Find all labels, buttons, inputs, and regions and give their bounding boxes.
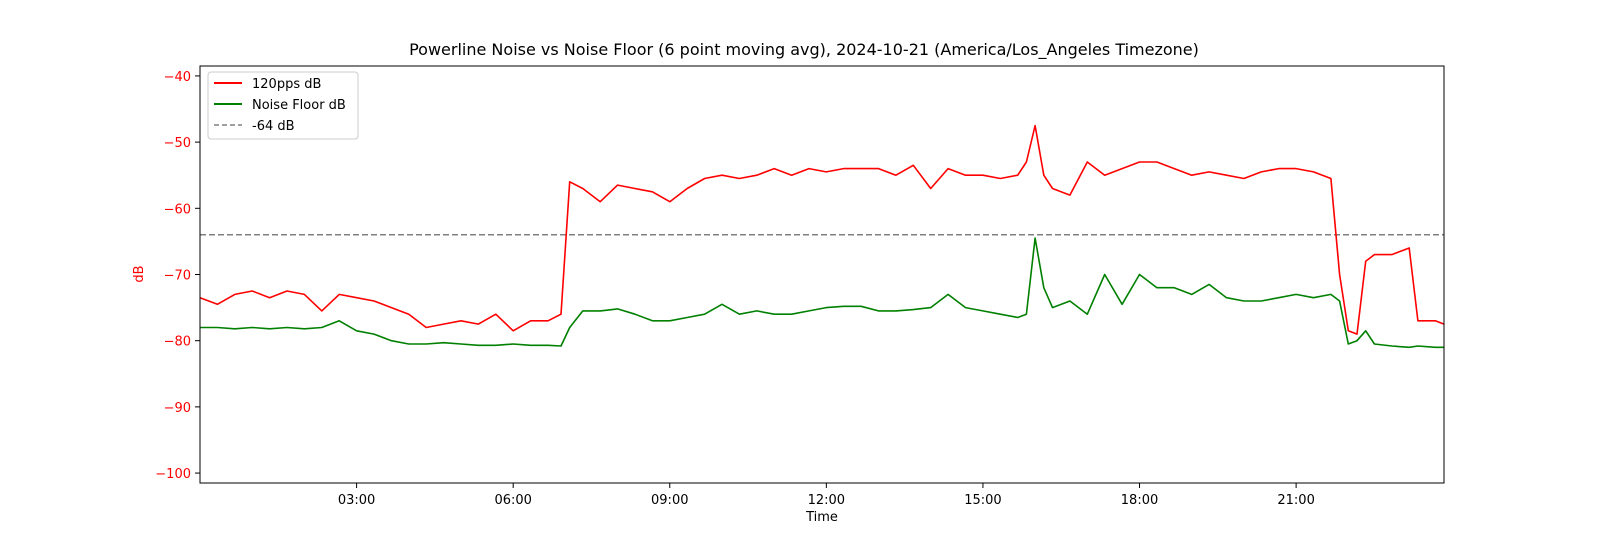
x-tick-label: 15:00 xyxy=(964,493,1001,508)
y-tick-label: −40 xyxy=(164,70,191,85)
x-tick-label: 21:00 xyxy=(1277,493,1314,508)
x-tick-label: 03:00 xyxy=(338,493,375,508)
y-tick-label: −80 xyxy=(164,335,191,350)
legend-box xyxy=(207,71,359,140)
legend-label-threshold: -64 dB xyxy=(252,119,295,134)
x-tick-label: 12:00 xyxy=(808,493,845,508)
legend-label-noise-floor: Noise Floor dB xyxy=(252,98,346,113)
y-tick-label: −50 xyxy=(164,136,191,151)
chart-title: Powerline Noise vs Noise Floor (6 point … xyxy=(409,40,1199,60)
legend-item-threshold: -64 dB xyxy=(214,119,295,134)
y-axis-label: dB xyxy=(132,265,147,282)
legend-item-noise-floor: Noise Floor dB xyxy=(214,98,346,113)
plot-frame xyxy=(199,65,1445,484)
x-tick-label: 09:00 xyxy=(651,493,688,508)
y-tick-label: −90 xyxy=(164,401,191,416)
legend: 120pps dB Noise Floor dB -64 dB xyxy=(207,71,359,140)
x-tick-label: 06:00 xyxy=(494,493,531,508)
x-axis-label: Time xyxy=(805,510,838,525)
x-tick-label: 18:00 xyxy=(1121,493,1158,508)
axes: 03:00 06:00 09:00 12:00 15:00 18:00 21:00 −40 −5… xyxy=(155,70,1315,508)
plot-area xyxy=(199,124,1445,349)
legend-label-pps: 120pps dB xyxy=(252,77,321,92)
y-tick-label: −100 xyxy=(155,467,191,482)
y-tick-label: −70 xyxy=(164,269,191,284)
series-line-pps xyxy=(199,124,1445,335)
y-tick-label: −60 xyxy=(164,202,191,217)
series-line-noise-floor xyxy=(200,237,1444,349)
legend-item-pps: 120pps dB xyxy=(214,77,321,92)
